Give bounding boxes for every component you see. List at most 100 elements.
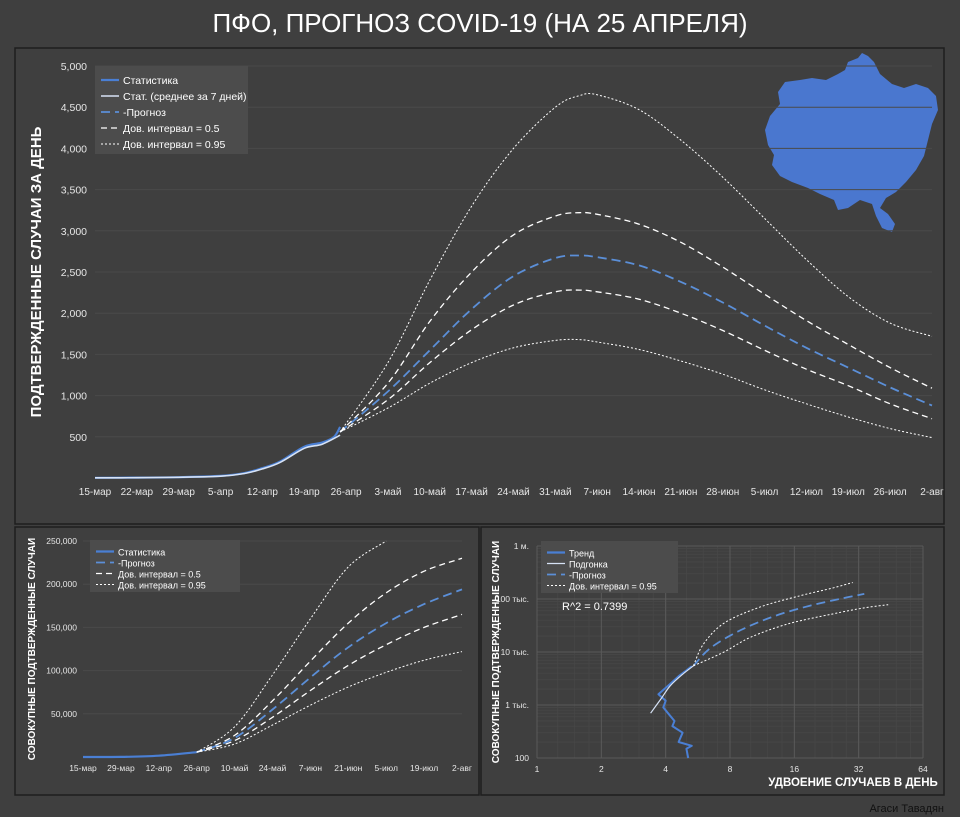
x-tick-label: 64 <box>918 764 928 774</box>
page-title: ПФО, ПРОГНОЗ COVID-19 (НА 25 АПРЕЛЯ) <box>212 8 748 38</box>
legend-label: -Прогноз <box>569 571 606 581</box>
y-tick-label: 1 м. <box>514 541 529 551</box>
x-tick-label: 12-апр <box>146 763 173 773</box>
x-tick-label: 10-май <box>414 487 446 498</box>
panel-doubling <box>480 526 945 796</box>
y-axis-label: СОВОКУПНЫЕ ПОДТВЕРЖДЕННЫЕ СЛУЧАИ <box>491 541 502 763</box>
y-tick-label: 3,500 <box>61 185 87 197</box>
legend-box <box>541 541 678 593</box>
series-line <box>339 211 933 433</box>
x-tick-label: 28-июн <box>706 487 739 498</box>
x-tick-label: 29-мар <box>107 763 135 773</box>
x-tick-label: 5-июл <box>374 763 397 773</box>
legend-label: Статистика <box>118 548 165 558</box>
volga-federal-district-map-icon <box>765 53 938 232</box>
x-tick-label: 31-май <box>539 487 571 498</box>
series-line <box>196 651 463 753</box>
legend-label: -Прогноз <box>123 107 166 119</box>
y-tick-label: 5,000 <box>61 61 87 73</box>
y-tick-label: 500 <box>69 432 87 444</box>
x-tick-label: 32 <box>854 764 864 774</box>
legend-label: Статистика <box>123 75 178 87</box>
author-credit: Агаси Тавадян <box>869 803 944 815</box>
series-line <box>657 665 693 759</box>
x-tick-label: 24-май <box>259 763 287 773</box>
x-tick-label: 12-апр <box>247 487 278 498</box>
y-tick-label: 4,000 <box>61 143 87 155</box>
x-tick-label: 26-июл <box>874 487 907 498</box>
y-tick-label: 250,000 <box>46 536 77 546</box>
daily-cases-chart: 500 1,000 1,500 2,000 2,500 3,000 3,500 4,000 4,… <box>28 61 944 498</box>
legend-label: Дов. интервал = 0.95 <box>118 581 206 591</box>
y-tick-label: 4,500 <box>61 102 87 114</box>
x-tick-label: 19-июл <box>410 763 438 773</box>
x-tick-label: 7-июн <box>299 763 323 773</box>
series-line <box>196 557 463 753</box>
x-tick-label: 15-мар <box>79 487 112 498</box>
series-line <box>692 593 865 667</box>
series-line <box>339 254 933 433</box>
x-tick-label: 29-мар <box>162 487 195 498</box>
y-tick-label: 100,000 <box>46 666 77 676</box>
y-tick-label: 100 тыс. <box>496 594 529 604</box>
x-tick-label: 19-июл <box>832 487 865 498</box>
legend-label: Стат. (среднее за 7 дней) <box>123 91 247 103</box>
x-tick-label: 26-апр <box>331 487 362 498</box>
panel-cumulative <box>14 526 480 796</box>
series-line <box>339 338 933 439</box>
x-tick-label: 16 <box>790 764 800 774</box>
legend-label: Подгонка <box>569 560 608 570</box>
x-tick-label: 24-май <box>497 487 529 498</box>
x-tick-label: 2-авг <box>452 763 472 773</box>
series-line <box>196 588 463 754</box>
series-line <box>196 540 387 753</box>
x-axis-label: УДВОЕНИЕ СЛУЧАЕВ В ДЕНЬ <box>768 777 938 789</box>
series-line <box>94 426 342 479</box>
legend-label: Тренд <box>569 549 595 559</box>
series-line <box>339 289 933 433</box>
x-tick-label: 5-июл <box>751 487 779 498</box>
x-tick-label: 17-май <box>455 487 487 498</box>
y-tick-label: 2,000 <box>61 308 87 320</box>
series-line <box>94 434 341 479</box>
y-tick-label: 50,000 <box>51 709 77 719</box>
y-tick-label: 1,500 <box>61 349 87 361</box>
doubling-rate-chart: 100 1 тыс. 10 тыс. 100 тыс. 1 м. 1 2 4 8 16 32 64 СО… <box>491 541 938 789</box>
y-tick-label: 100 <box>515 753 529 763</box>
legend-label: -Прогноз <box>118 559 155 569</box>
x-tick-label: 22-мар <box>121 487 154 498</box>
y-tick-label: 150,000 <box>46 622 77 632</box>
x-tick-label: 15-мар <box>69 763 97 773</box>
x-tick-label: 4 <box>663 764 668 774</box>
x-tick-label: 14-июн <box>623 487 656 498</box>
series-line <box>650 665 694 714</box>
x-tick-label: 2-авг <box>920 487 944 498</box>
panel-daily <box>14 47 945 525</box>
y-tick-label: 200,000 <box>46 579 77 589</box>
x-tick-label: 8 <box>728 764 733 774</box>
x-tick-label: 19-апр <box>289 487 320 498</box>
r-squared-annotation: R^2 = 0.7399 <box>562 601 627 613</box>
legend-label: Дов. интервал = 0.95 <box>569 582 657 592</box>
x-tick-label: 7-июн <box>583 487 611 498</box>
x-tick-label: 21-июн <box>664 487 697 498</box>
x-tick-label: 12-июл <box>790 487 823 498</box>
cumulative-cases-chart: 50,000 100,000 150,000 200,000 250,000 15-мар… <box>27 536 472 773</box>
legend-label: Дов. интервал = 0.5 <box>123 123 220 135</box>
x-tick-label: 3-май <box>374 487 401 498</box>
x-tick-label: 5-апр <box>208 487 234 498</box>
y-tick-label: 3,000 <box>61 226 87 238</box>
legend-box <box>90 540 240 592</box>
y-tick-label: 1,000 <box>61 391 87 403</box>
legend-label: Дов. интервал = 0.95 <box>123 139 226 151</box>
y-axis-label: СОВОКУПНЫЕ ПОДТВЕРЖДЕННЫЕ СЛУЧАИ <box>27 538 38 760</box>
series-line <box>693 582 853 667</box>
x-tick-label: 26-апр <box>184 763 211 773</box>
y-tick-label: 2,500 <box>61 267 87 279</box>
x-tick-label: 10-май <box>221 763 249 773</box>
y-axis-label: ПОДТВЕРЖДЕННЫЕ СЛУЧАИ ЗА ДЕНЬ <box>28 126 45 417</box>
y-tick-label: 1 тыс. <box>505 700 529 710</box>
x-tick-label: 2 <box>599 764 604 774</box>
legend-box <box>95 66 248 154</box>
